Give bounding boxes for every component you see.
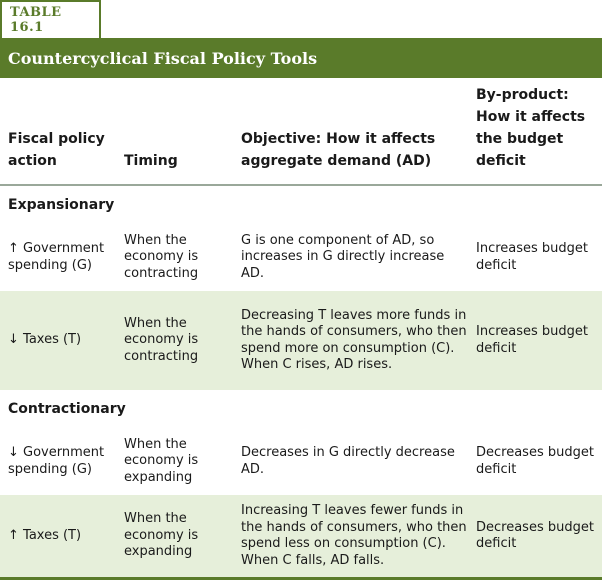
cell-timing: When the economy is contracting [124, 315, 199, 364]
table-row: ↓ Taxes (T) When the economy is contract… [0, 291, 602, 390]
cell-timing: When the economy is contracting [124, 232, 199, 281]
cell-action: ↓ Government spending (G) [8, 445, 105, 477]
cell-action: ↑ Taxes (T) [8, 527, 82, 543]
table-label: TABLE 16.1 [0, 0, 101, 38]
header-timing: Timing [124, 153, 178, 169]
cell-action: ↓ Taxes (T) [8, 332, 82, 348]
cell-objective: Decreases in G directly decrease AD. [241, 445, 455, 477]
table-row: ↓ Government spending (G) When the econo… [0, 428, 602, 495]
cell-objective: Increasing T leaves fewer funds in the h… [241, 503, 467, 568]
cell-objective: Decreasing T leaves more funds in the ha… [241, 307, 467, 373]
cell-action: ↑ Government spending (G) [8, 241, 105, 273]
cell-byproduct: Increases budget deficit [476, 324, 589, 356]
table-row: ↑ Government spending (G) When the econo… [0, 224, 602, 291]
header-objective: Objective: How it affects aggregate dema… [241, 131, 436, 169]
header-byproduct: By-product: How it affects the budget de… [476, 87, 586, 169]
cell-byproduct: Decreases budget deficit [476, 445, 594, 477]
header-fiscal-policy-action: Fiscal policy action [8, 131, 105, 169]
cell-timing: When the economy is expanding [124, 436, 199, 485]
cell-byproduct: Increases budget deficit [476, 241, 589, 273]
cell-timing: When the economy is expanding [124, 511, 199, 560]
bottom-rule [0, 577, 602, 580]
table-title: Countercyclical Fiscal Policy Tools [0, 38, 602, 78]
cell-byproduct: Decreases budget deficit [476, 519, 594, 552]
cell-objective: G is one component of AD, so increases i… [241, 232, 445, 281]
table-row: ↑ Taxes (T) When the economy is expandin… [0, 495, 602, 577]
section-contractionary: Contractionary [8, 401, 126, 417]
table-header: Fiscal policy action Timing Objective: H… [0, 78, 602, 186]
section-expansionary: Expansionary [8, 197, 115, 213]
